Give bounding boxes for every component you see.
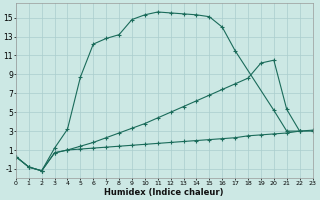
X-axis label: Humidex (Indice chaleur): Humidex (Indice chaleur) <box>104 188 224 197</box>
